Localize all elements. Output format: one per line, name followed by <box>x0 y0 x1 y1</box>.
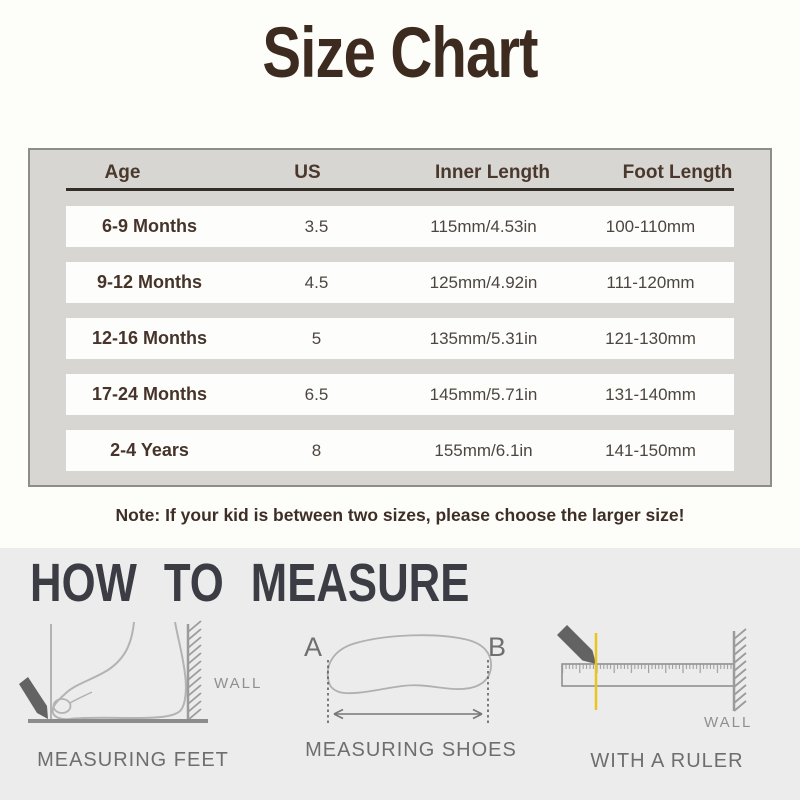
how-to-measure-section: HOW TO MEASURE WALL MEASURING FEET A B M… <box>0 548 800 800</box>
cell-age: 2-4 Years <box>110 440 189 460</box>
foot-measuring-diagram <box>19 620 208 723</box>
cell-inner-length: 125mm/4.92in <box>429 272 538 292</box>
table-header-row: Age US Inner Length Foot Length <box>30 159 770 187</box>
toe-detail-line <box>69 691 93 704</box>
cell-age: 6-9 Months <box>101 216 197 236</box>
cell-inner-length: 145mm/5.71in <box>429 384 538 404</box>
cell-us: 6.5 <box>304 384 329 404</box>
figure-measuring-shoes: A B MEASURING SHOES <box>288 618 534 762</box>
wall-hatch-icon <box>733 628 747 712</box>
wall-label: WALL <box>704 714 753 731</box>
foot-outline <box>51 621 187 721</box>
page-title: Size Chart <box>262 12 538 92</box>
wall-hatch-icon <box>187 620 202 721</box>
shoe-measuring-diagram <box>326 634 492 726</box>
table-row: 2-4 Years 8 155mm/6.1in 141-150mm <box>66 430 734 471</box>
how-to-measure-heading: HOW TO MEASURE <box>30 551 470 613</box>
cell-us: 3.5 <box>304 216 329 236</box>
figure-caption: MEASURING SHOES <box>305 739 517 761</box>
ruler-ticks <box>562 664 734 675</box>
column-header-foot-length: Foot Length <box>622 162 733 183</box>
pencil-icon <box>557 625 596 664</box>
header-divider <box>66 188 734 191</box>
ruler-measuring-diagram <box>557 625 747 712</box>
cell-foot-length: 111-120mm <box>606 272 695 292</box>
figure-caption: WITH A RULER <box>590 750 744 772</box>
cell-foot-length: 141-150mm <box>605 440 696 460</box>
cell-foot-length: 121-130mm <box>605 328 696 348</box>
cell-us: 8 <box>311 440 322 460</box>
table-row: 12-16 Months 5 135mm/5.31in 121-130mm <box>66 318 734 359</box>
cell-foot-length: 100-110mm <box>605 216 696 236</box>
column-header-inner-length: Inner Length <box>434 162 551 183</box>
cell-age: 9-12 Months <box>96 272 202 292</box>
pencil-icon <box>19 677 48 719</box>
cell-inner-length: 155mm/6.1in <box>434 440 533 460</box>
figure-measuring-feet: WALL MEASURING FEET <box>18 618 280 772</box>
size-table: Age US Inner Length Foot Length 6-9 Mont… <box>28 148 772 487</box>
wall-label: WALL <box>214 675 263 692</box>
cell-us: 4.5 <box>304 272 329 292</box>
arrow-heads <box>333 708 483 720</box>
figure-with-a-ruler: WALL WITH A RULER <box>542 618 792 773</box>
column-header-us: US <box>294 162 321 183</box>
cell-inner-length: 135mm/5.31in <box>429 328 538 348</box>
cell-age: 12-16 Months <box>91 328 208 348</box>
point-b-label: B <box>488 632 507 662</box>
point-a-label: A <box>304 632 323 662</box>
table-row: 17-24 Months 6.5 145mm/5.71in 131-140mm <box>66 374 734 415</box>
cell-inner-length: 115mm/4.53in <box>430 216 537 236</box>
shoe-sole-outline <box>326 634 492 695</box>
big-toe-outline <box>52 698 72 714</box>
figure-caption: MEASURING FEET <box>37 749 229 771</box>
cell-us: 5 <box>311 328 322 348</box>
column-header-age: Age <box>104 162 141 183</box>
cell-age: 17-24 Months <box>91 384 208 404</box>
table-row: 9-12 Months 4.5 125mm/4.92in 111-120mm <box>66 262 734 303</box>
cell-foot-length: 131-140mm <box>605 384 696 404</box>
size-note: Note: If your kid is between two sizes, … <box>115 505 685 525</box>
table-row: 6-9 Months 3.5 115mm/4.53in 100-110mm <box>66 206 734 247</box>
